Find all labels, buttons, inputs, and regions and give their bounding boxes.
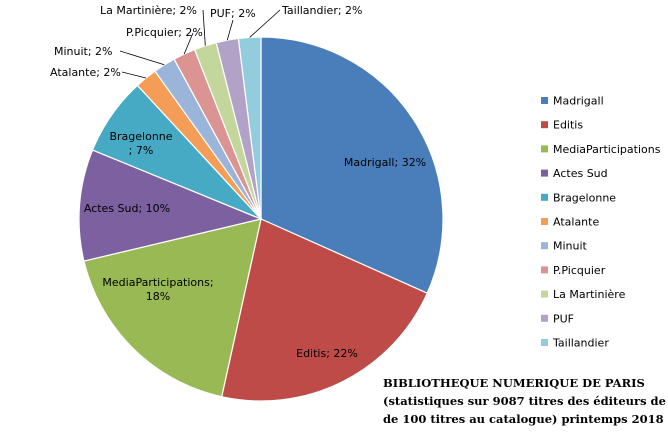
- legend-swatch-mediaparticipations: [541, 145, 548, 153]
- legend-label-mediaparticipations: MediaParticipations: [553, 143, 661, 156]
- legend-label-bragelonne: Bragelonne: [553, 191, 616, 204]
- leader-line-taillandier: [249, 9, 281, 38]
- data-label-p-picquier: P.Picquier; 2%: [126, 26, 203, 39]
- data-label-taillandier: Taillandier; 2%: [281, 4, 363, 17]
- legend-swatch-la-martiniere: [541, 290, 548, 298]
- legend-label-la-martiniere: La Martinière: [553, 288, 626, 301]
- legend-swatch-bragelonne: [541, 193, 548, 201]
- caption-line-3: de 100 titres au catalogue) printemps 20…: [383, 412, 664, 426]
- legend-label-madrigall: Madrigall: [553, 95, 604, 108]
- slice-mediaparticipations: [83, 218, 262, 398]
- data-label-bragelonne: Bragelonne; 7%: [109, 130, 172, 157]
- legend-swatch-puf: [541, 314, 548, 322]
- legend-label-p-picquier: P.Picquier: [553, 264, 606, 277]
- data-label-minuit: Minuit; 2%: [54, 45, 113, 58]
- slice-madrigall: [260, 36, 444, 294]
- leader-line-atalante: [121, 71, 147, 79]
- legend-label-taillandier: Taillandier: [552, 337, 609, 350]
- data-labels: Madrigall; 32% Editis; 22% MediaParticipat…: [50, 4, 426, 360]
- leader-lines: [119, 9, 281, 79]
- legend: Madrigall Editis MediaParticipations Actes …: [541, 95, 661, 350]
- data-label-la-martiniere: La Martinière; 2%: [100, 4, 197, 17]
- leader-line-la-martiniere: [202, 9, 206, 46]
- slice-editis: [220, 218, 428, 402]
- leader-line-minuit: [119, 50, 165, 66]
- data-label-atalante: Atalante; 2%: [50, 66, 121, 79]
- slice-actes-sud: [78, 149, 263, 262]
- legend-swatch-madrigall: [541, 97, 548, 104]
- legend-label-atalante: Atalante: [553, 216, 599, 229]
- legend-swatch-taillandier: [541, 339, 548, 346]
- pie-slices: [78, 36, 444, 402]
- legend-swatch-editis: [541, 121, 548, 129]
- legend-item-atalante: Atalante: [541, 216, 599, 229]
- legend-item-p-picquier: P.Picquier: [541, 264, 606, 277]
- data-label-editis: Editis; 22%: [296, 347, 358, 360]
- legend-swatch-atalante: [541, 218, 548, 225]
- caption-line-1: BIBLIOTHEQUE NUMERIQUE DE PARIS: [383, 376, 645, 390]
- legend-swatch-minuit: [541, 242, 548, 250]
- legend-swatch-p-picquier: [541, 266, 548, 274]
- caption-line-2: (statistiques sur 9087 titres des éditeu…: [383, 394, 668, 408]
- legend-item-taillandier: Taillandier: [541, 337, 609, 350]
- data-label-puf: PUF; 2%: [210, 7, 256, 20]
- leader-line-p-picquier: [183, 32, 194, 55]
- data-label-actes-sud: Actes Sud; 10%: [84, 202, 170, 215]
- legend-item-la-martiniere: La Martinière: [541, 288, 626, 301]
- leader-line-puf: [226, 19, 234, 41]
- legend-label-minuit: Minuit: [553, 240, 588, 253]
- legend-item-bragelonne: Bragelonne: [541, 191, 616, 204]
- legend-swatch-actes-sud: [541, 169, 548, 177]
- data-label-madrigall: Madrigall; 32%: [344, 156, 426, 169]
- data-label-mediaparticipations: MediaParticipations; 18%: [102, 276, 213, 303]
- legend-item-puf: PUF: [541, 312, 574, 325]
- chart-caption: BIBLIOTHEQUE NUMERIQUE DE PARIS (statist…: [383, 374, 668, 428]
- legend-item-madrigall: Madrigall: [541, 95, 604, 108]
- legend-item-actes-sud: Actes Sud: [541, 167, 608, 180]
- legend-label-actes-sud: Actes Sud: [553, 167, 608, 180]
- legend-label-editis: Editis: [553, 119, 583, 132]
- legend-item-minuit: Minuit: [541, 240, 588, 253]
- legend-item-editis: Editis: [541, 119, 583, 132]
- legend-item-mediaparticipations: MediaParticipations: [541, 143, 661, 156]
- legend-label-puf: PUF: [553, 312, 574, 325]
